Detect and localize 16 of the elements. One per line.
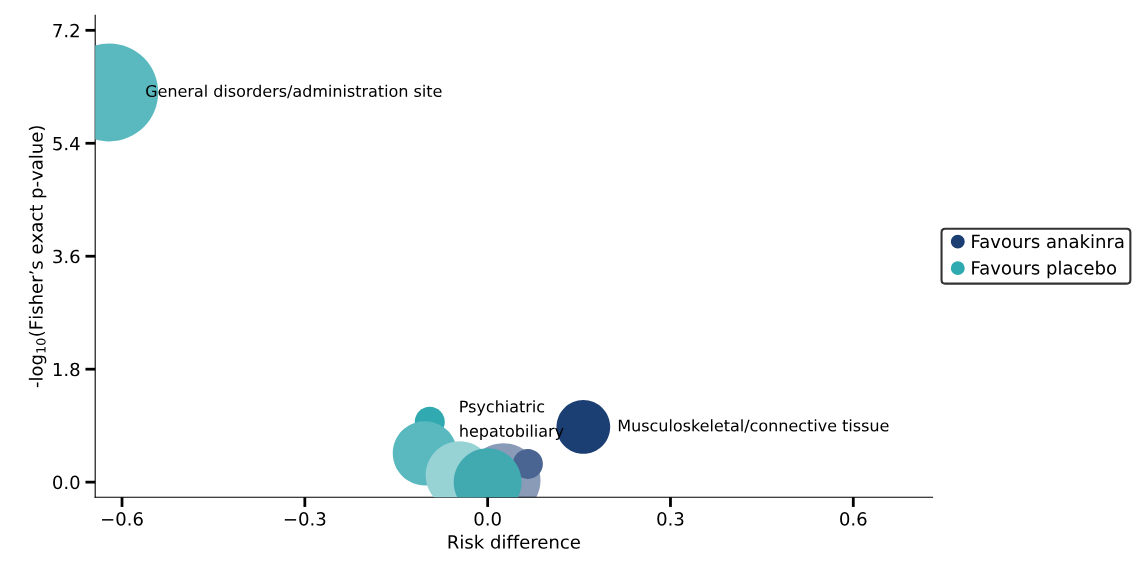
annotation: Musculoskeletal/connective tissue — [618, 419, 889, 433]
legend-label: Favours placebo — [972, 260, 1117, 279]
legend-label: Favours anakinra — [972, 234, 1124, 249]
x-tick-label: 0.3 — [657, 512, 684, 526]
y-tick-label: 7.2 — [53, 23, 79, 38]
annotation: Psychiatric — [460, 400, 545, 416]
x-tick-label: −0.6 — [102, 512, 143, 526]
x-tick-label: 0.0 — [474, 512, 501, 526]
y-tick-label: 3.6 — [53, 249, 80, 264]
x-axis-title: Risk difference — [448, 534, 580, 549]
y-tick-label: 0.0 — [53, 475, 80, 490]
y-axis-title: -log$_{10}$(Fisher’s exact p-value) — [28, 126, 47, 388]
x-tick-label: 0.6 — [840, 512, 867, 526]
x-tick-label: −0.3 — [284, 512, 326, 526]
y-tick-label: 5.4 — [53, 136, 80, 151]
y-tick-label: 1.8 — [53, 362, 80, 377]
